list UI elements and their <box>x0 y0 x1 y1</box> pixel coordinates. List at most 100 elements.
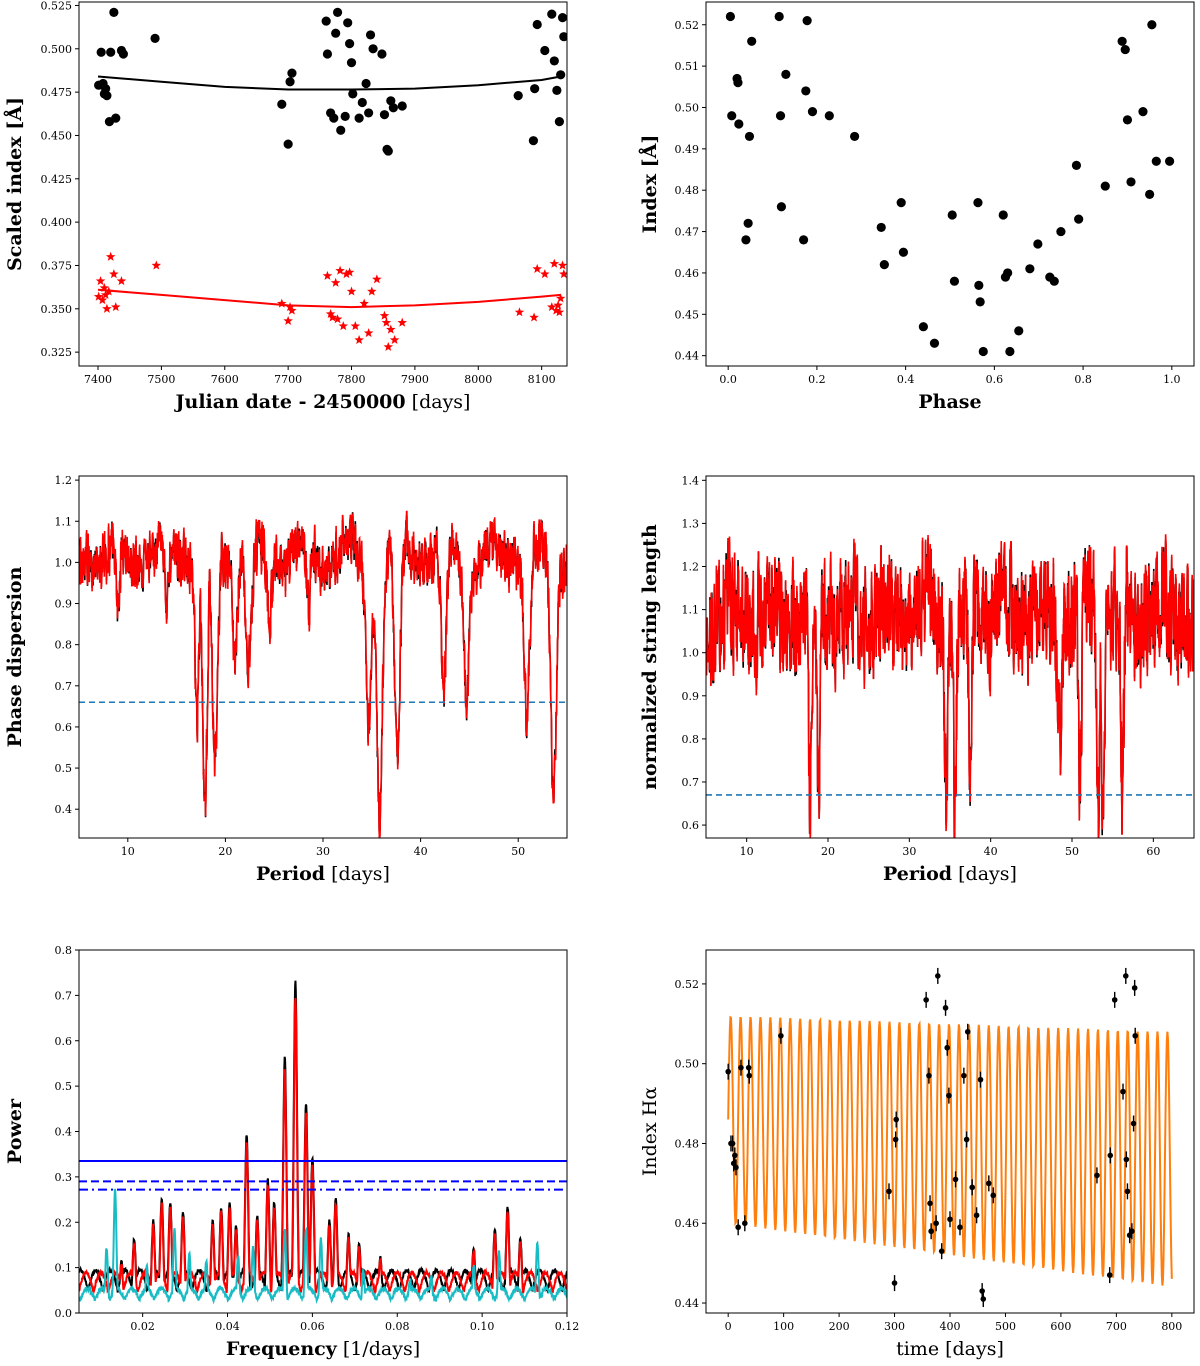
data-point <box>530 84 540 94</box>
y-tick-label: 0.375 <box>41 259 73 272</box>
data-point-with-errorbar <box>990 1187 997 1204</box>
x-axis-title: Period [days] <box>256 863 390 885</box>
x-axis-ticks: 7400 7500 7600 7700 7800 7900 8000 8100 <box>84 366 556 386</box>
y-tick-label: 0.48 <box>675 1137 700 1150</box>
data-point-star <box>287 305 297 315</box>
y-tick-label: 0.9 <box>682 690 700 703</box>
data-point-with-errorbar <box>893 1111 900 1128</box>
data-point <box>322 49 333 59</box>
x-tick-label: 30 <box>316 845 330 858</box>
data-point <box>1138 107 1148 117</box>
y-tick-label: 0.6 <box>55 1035 73 1048</box>
data-point-with-errorbar <box>933 1215 939 1232</box>
x-axis-title-main: Frequency <box>226 1338 338 1360</box>
y-tick-label: 0.7 <box>682 776 700 789</box>
x-tick-label: 40 <box>414 845 428 858</box>
data-point <box>1014 326 1024 336</box>
data-point-star <box>104 286 114 296</box>
data-point <box>1025 264 1035 274</box>
axes-frame <box>705 1 1195 367</box>
data-point-with-errorbar <box>1129 1223 1135 1240</box>
x-tick-label: 30 <box>902 845 916 858</box>
y-axis-ticks: 0.0 0.1 0.2 0.3 0.4 0.5 0.6 0.7 0.8 <box>55 944 79 1320</box>
data-point <box>744 131 755 142</box>
data-point-with-errorbar <box>732 1147 738 1164</box>
data-point <box>547 9 557 19</box>
y-axis-label: Scaled index [Å] <box>3 97 26 271</box>
y-tick-label: 0.8 <box>682 733 700 746</box>
data-point <box>879 260 889 270</box>
data-point-with-errorbar <box>1094 1167 1100 1184</box>
data-point-with-errorbar <box>738 1059 744 1076</box>
data-point <box>973 198 983 208</box>
data-point <box>1120 44 1130 55</box>
data-point <box>513 91 523 101</box>
data-point-with-errorbar <box>964 1023 971 1040</box>
data-point <box>361 78 371 89</box>
data-point <box>850 131 860 142</box>
data-point-with-errorbar <box>963 1131 970 1148</box>
y-tick-label: 0.4 <box>55 1126 73 1139</box>
axes-frame <box>705 475 1195 839</box>
y-tick-label: 0.5 <box>55 1080 73 1093</box>
data-point-star <box>109 269 119 279</box>
y-axis-title: Index [Å] <box>638 135 661 234</box>
data-point-star <box>389 335 400 345</box>
data-point-with-errorbar <box>886 1183 892 1200</box>
data-point-with-errorbar <box>742 1215 748 1232</box>
y-tick-label: 0.3 <box>55 1171 73 1184</box>
y-tick-label: 0.7 <box>55 680 73 693</box>
x-tick-label: 7700 <box>274 373 302 386</box>
x-tick-label: 7400 <box>84 373 112 386</box>
x-tick-label: 800 <box>1161 1320 1182 1333</box>
data-point <box>824 111 834 121</box>
data-point <box>1122 115 1133 125</box>
data-point-with-errorbar <box>725 1063 731 1080</box>
data-point <box>283 139 293 149</box>
data-point-with-errorbar <box>746 1067 753 1084</box>
y-tick-label: 1.0 <box>682 647 700 660</box>
y-tick-label: 0.50 <box>675 1058 700 1071</box>
data-point <box>388 103 398 113</box>
data-point <box>331 28 341 38</box>
data-point-star <box>346 286 357 296</box>
y-tick-label: 0.50 <box>675 101 700 114</box>
y-tick-label: 0.44 <box>675 1297 700 1310</box>
data-point-star <box>532 263 542 273</box>
plot-content <box>725 967 1173 1308</box>
data-point <box>377 49 387 59</box>
data-point-with-errorbar <box>973 1207 980 1224</box>
data-point <box>929 338 940 348</box>
string_red-line <box>706 534 1194 838</box>
plot-content <box>79 510 567 838</box>
data-point <box>118 49 128 59</box>
x-axis-title-unit: [days] <box>958 863 1017 885</box>
data-point <box>532 19 542 30</box>
panel-halpha-time-series: 0 100 200 300 400 500 600 700 800 0.44 0.46 0.48 0.5… <box>639 949 1195 1360</box>
y-tick-label: 0.47 <box>675 226 700 239</box>
x-tick-label: 20 <box>821 845 835 858</box>
data-point <box>1033 239 1043 249</box>
data-point <box>379 110 390 120</box>
data-point <box>106 47 116 57</box>
data-point <box>1003 268 1013 278</box>
y-tick-label: 0.425 <box>41 173 73 186</box>
y-tick-label: 0.51 <box>675 60 700 73</box>
x-axis-title: Period [days] <box>883 863 1017 885</box>
dispersion_red-line <box>79 510 567 838</box>
data-point-with-errorbar <box>986 1175 992 1192</box>
data-point <box>947 210 957 220</box>
data-point <box>556 70 566 80</box>
plot-area: 10 20 30 40 50 60 0.6 0.7 0.8 0.9 1.0 1.1 1.2 1.3 1.4 <box>682 474 1195 858</box>
y-axis-label: Index Hα <box>639 1087 661 1176</box>
data-point-with-errorbar <box>957 1219 963 1236</box>
data-point <box>741 235 751 245</box>
y-tick-label: 0.2 <box>55 1216 73 1229</box>
data-point <box>1147 20 1157 30</box>
x-tick-label: 40 <box>984 845 998 858</box>
data-point-star <box>363 328 374 338</box>
x-tick-label: 7600 <box>211 373 239 386</box>
data-point-with-errorbar <box>1107 1147 1114 1164</box>
data-point <box>747 36 757 46</box>
x-axis-title-unit: time [days] <box>896 1338 1004 1360</box>
